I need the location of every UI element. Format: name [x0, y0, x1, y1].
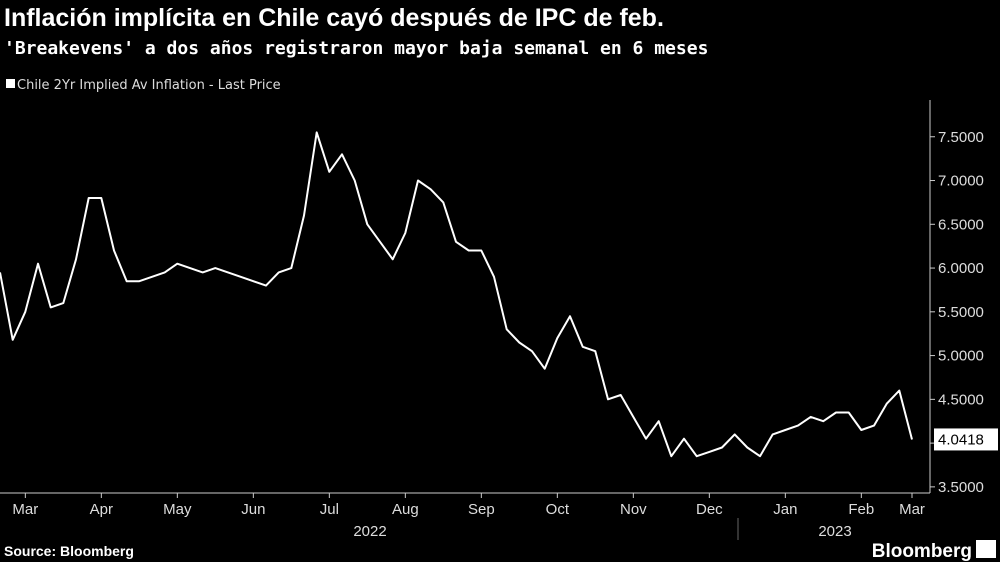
- x-tick-label: May: [163, 501, 192, 518]
- x-tick-label: Oct: [546, 501, 570, 518]
- chart-title: Inflación implícita en Chile cayó despué…: [4, 4, 664, 32]
- y-tick-label: 7.0000: [938, 173, 984, 190]
- x-tick-label: Aug: [392, 501, 419, 518]
- last-price-label: 4.0418: [938, 431, 984, 448]
- last-price-box: [934, 428, 998, 451]
- x-tick-label: Jul: [320, 501, 339, 518]
- y-tick-label: 6.0000: [938, 260, 984, 277]
- x-tick-label: Mar: [899, 501, 925, 518]
- x-tick-label: Jan: [773, 501, 797, 518]
- legend-label: Chile 2Yr Implied Av Inflation - Last Pr…: [17, 78, 281, 93]
- year-label: 2023: [818, 523, 851, 540]
- x-tick-label: Sep: [468, 501, 495, 518]
- x-tick-label: Jun: [241, 501, 265, 518]
- brand: Bloomberg: [872, 541, 972, 562]
- series-line: [0, 131, 913, 458]
- y-tick-label: 6.5000: [938, 216, 984, 233]
- x-tick-label: Dec: [696, 501, 723, 518]
- x-tick-label: Feb: [848, 501, 874, 518]
- brand-icon: [976, 540, 996, 558]
- chart-subtitle: 'Breakevens' a dos años registraron mayo…: [4, 38, 708, 59]
- y-tick-label: 5.5000: [938, 304, 984, 321]
- y-tick-label: 3.5000: [938, 479, 984, 496]
- x-tick-label: Mar: [12, 501, 38, 518]
- x-tick-label: Nov: [620, 501, 647, 518]
- y-tick-label: 4.5000: [938, 391, 984, 408]
- x-tick-label: Apr: [90, 501, 113, 518]
- year-label: 2022: [353, 523, 386, 540]
- legend-swatch: [6, 79, 15, 88]
- y-tick-label: 5.0000: [938, 348, 984, 365]
- y-tick-label: 7.5000: [938, 129, 984, 146]
- source: Source: Bloomberg: [4, 543, 134, 559]
